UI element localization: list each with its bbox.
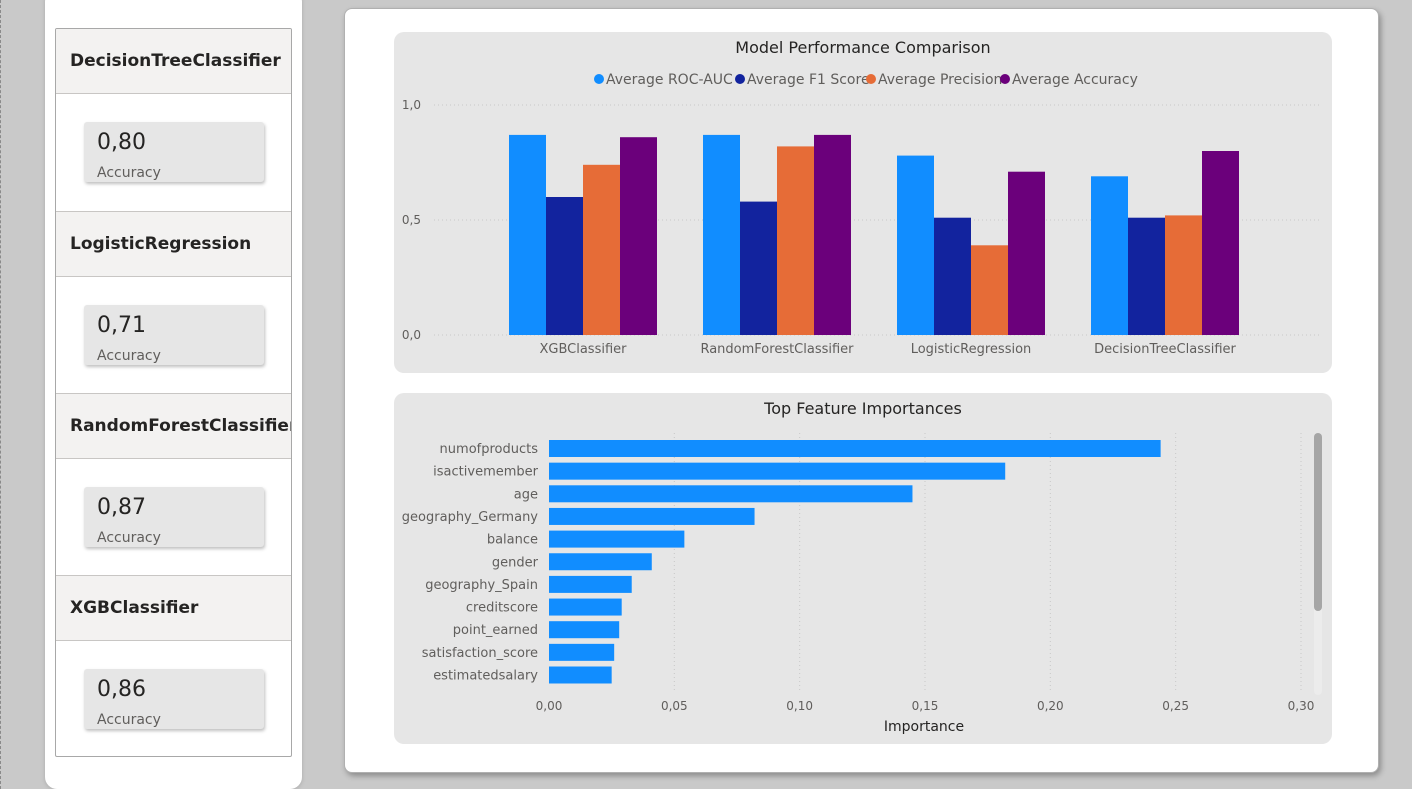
model-header[interactable]: DecisionTreeClassifier: [56, 29, 291, 94]
model-body: 0,71 Accuracy: [56, 277, 291, 394]
category-label: age: [514, 487, 538, 502]
model-block: LogisticRegression 0,71 Accuracy: [56, 211, 291, 393]
x-tick-label: 0,10: [786, 699, 813, 713]
legend-marker: [735, 74, 745, 84]
bar: [509, 134, 546, 335]
legend-label: Average ROC-AUC: [606, 72, 733, 88]
category-label: isactivemember: [433, 465, 538, 480]
x-tick-label: 0,15: [912, 699, 939, 713]
accuracy-card[interactable]: 0,71 Accuracy: [84, 305, 264, 365]
accuracy-label: Accuracy: [97, 165, 161, 181]
bar: [549, 553, 652, 571]
bar: [549, 575, 632, 593]
bar: [1128, 217, 1165, 335]
canvas-left-edge: [0, 0, 2, 789]
importance-chart: Top Feature Importances 0,00 0,05 0,10 0,15 0…: [402, 399, 1322, 735]
model-list: DecisionTreeClassifier 0,80 Accuracy Log…: [55, 28, 292, 757]
bar: [814, 134, 851, 335]
model-body: 0,87 Accuracy: [56, 459, 291, 576]
legend-marker: [594, 74, 604, 84]
bar: [549, 485, 913, 503]
legend-marker: [866, 74, 876, 84]
model-block: RandomForestClassifier 0,87 Accuracy: [56, 393, 291, 575]
bar: [549, 621, 620, 639]
chart-title: Model Performance Comparison: [735, 38, 990, 57]
legend-label: Average F1 Score: [747, 72, 870, 88]
category-label: gender: [492, 555, 539, 570]
model-header[interactable]: LogisticRegression: [56, 211, 291, 277]
model-body: 0,86 Accuracy: [56, 641, 291, 756]
model-block: DecisionTreeClassifier 0,80 Accuracy: [56, 29, 291, 211]
model-body: 0,80 Accuracy: [56, 94, 291, 211]
x-tick-label: 0,00: [536, 699, 563, 713]
bar: [1091, 176, 1128, 335]
model-header[interactable]: RandomForestClassifier: [56, 393, 291, 459]
bar: [740, 201, 777, 335]
importance-chart-card[interactable]: Top Feature Importances 0,00 0,05 0,10 0,15 0…: [394, 393, 1332, 744]
x-tick-label: RandomForestClassifier: [700, 342, 854, 357]
accuracy-label: Accuracy: [97, 712, 161, 728]
legend-label: Average Precision: [878, 72, 1002, 88]
y-tick-label: 0,0: [402, 328, 421, 342]
accuracy-card[interactable]: 0,87 Accuracy: [84, 487, 264, 547]
model-header[interactable]: XGBClassifier: [56, 575, 291, 641]
accuracy-value: 0,80: [97, 130, 146, 155]
category-label: satisfaction_score: [422, 646, 538, 661]
x-tick-label: 0,05: [661, 699, 688, 713]
category-label: point_earned: [453, 623, 538, 638]
accuracy-label: Accuracy: [97, 530, 161, 546]
bar: [703, 134, 740, 335]
accuracy-label: Accuracy: [97, 348, 161, 364]
category-label: balance: [487, 533, 538, 548]
bar: [934, 217, 971, 335]
bar: [549, 440, 1161, 457]
bar: [583, 164, 620, 335]
performance-chart-card[interactable]: Model Performance Comparison Average ROC-…: [394, 32, 1332, 373]
x-axis-title: Importance: [884, 719, 964, 735]
bar: [549, 530, 685, 548]
bar: [777, 146, 814, 335]
x-tick-label: 0,20: [1037, 699, 1064, 713]
chart-title: Top Feature Importances: [763, 399, 962, 418]
y-tick-label: 0,5: [402, 213, 421, 227]
model-block: XGBClassifier 0,86 Accuracy: [56, 575, 291, 756]
bar: [897, 155, 934, 335]
x-tick-label: DecisionTreeClassifier: [1094, 342, 1236, 357]
accuracy-value: 0,87: [97, 495, 146, 520]
bar: [620, 137, 657, 335]
x-tick-label: LogisticRegression: [911, 342, 1032, 357]
legend-marker: [1000, 74, 1010, 84]
category-label: geography_Germany: [402, 510, 539, 525]
legend-label: Average Accuracy: [1012, 72, 1138, 88]
bar: [549, 666, 612, 684]
bar: [549, 507, 755, 525]
category-label: geography_Spain: [425, 578, 538, 593]
x-tick-label: 0,30: [1288, 699, 1315, 713]
bar: [971, 245, 1008, 335]
x-tick-label: XGBClassifier: [539, 342, 627, 357]
bar: [546, 197, 583, 335]
y-tick-label: 1,0: [402, 98, 421, 112]
bar: [549, 462, 1006, 480]
bar: [549, 643, 615, 661]
category-label: creditscore: [466, 601, 538, 616]
x-tick-label: 0,25: [1162, 699, 1189, 713]
bar: [549, 598, 622, 616]
category-label: estimatedsalary: [433, 669, 538, 684]
accuracy-value: 0,86: [97, 677, 146, 702]
scrollbar-thumb[interactable]: [1314, 433, 1322, 611]
accuracy-card[interactable]: 0,86 Accuracy: [84, 669, 264, 729]
accuracy-card[interactable]: 0,80 Accuracy: [84, 122, 264, 182]
category-label: numofproducts: [440, 442, 539, 457]
bar: [1202, 151, 1239, 335]
bar: [1008, 171, 1045, 335]
accuracy-value: 0,71: [97, 313, 146, 338]
bar: [1165, 215, 1202, 335]
